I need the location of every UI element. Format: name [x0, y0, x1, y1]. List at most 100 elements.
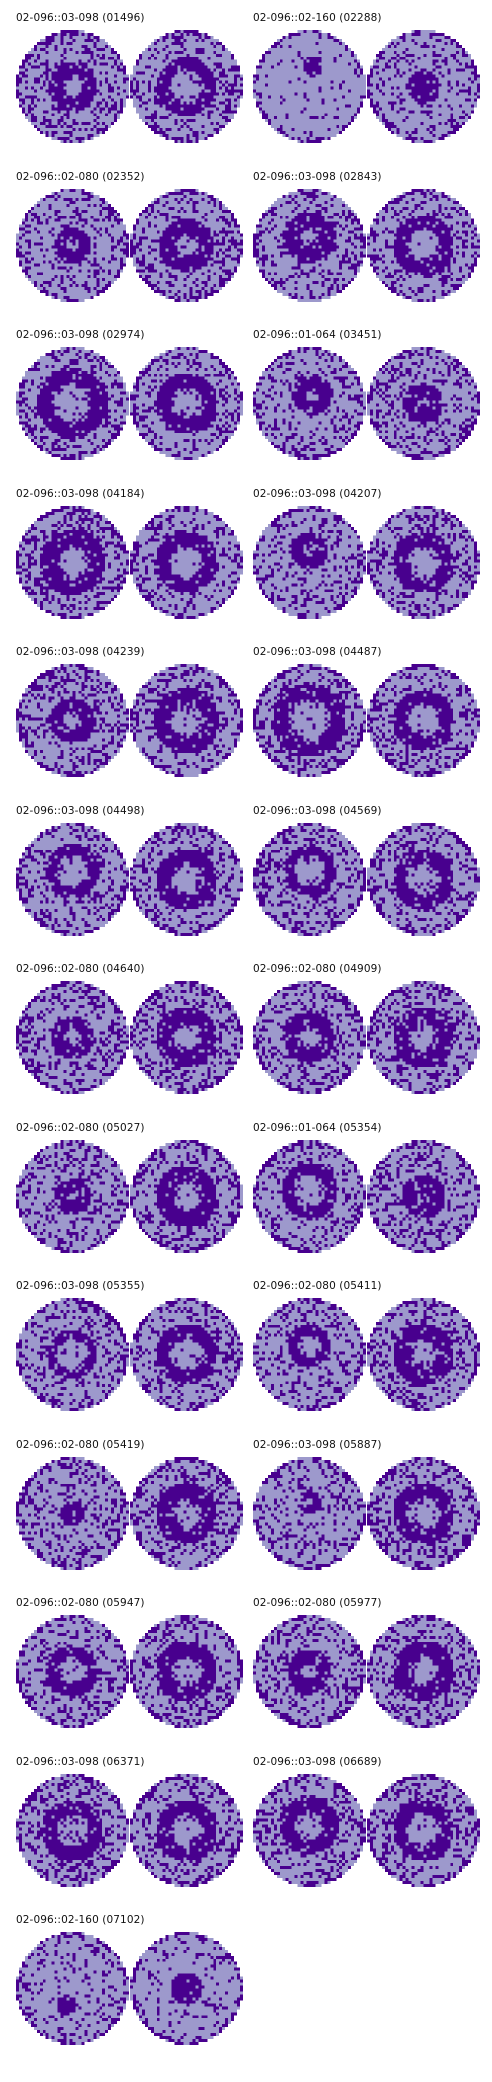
wafer-map-right: [367, 664, 480, 777]
wafer-map-canvas: [130, 347, 243, 460]
wafer-map-left: [16, 347, 129, 460]
wafer-map-canvas: [367, 1298, 480, 1411]
wafer-pair: 02-096::02-080 (04640): [0, 951, 243, 1099]
wafer-map-left: [16, 981, 129, 1094]
wafer-map-canvas: [130, 1456, 243, 1570]
wafer-map-left: [253, 1298, 366, 1411]
wafer-map-right: [130, 981, 243, 1094]
wafer-map-canvas: [130, 1932, 243, 2045]
wafer-map-canvas: [367, 1773, 480, 1887]
wafer-map-canvas: [16, 1139, 129, 1253]
wafer-map-left: [16, 505, 129, 619]
wafer-map-canvas: [367, 664, 480, 777]
wafer-pair-label: 02-096::03-098 (04207): [253, 487, 382, 500]
wafer-pair: 02-096::02-080 (05027): [0, 1110, 243, 1258]
wafer-pair: 02-096::02-080 (05947): [0, 1585, 243, 1733]
wafer-pair: 02-096::03-098 (01496): [0, 0, 243, 148]
wafer-map-canvas: [16, 30, 129, 143]
wafer-map-left: [253, 30, 366, 143]
wafer-map-right: [130, 1298, 243, 1411]
wafer-pair: 02-096::02-160 (07102): [0, 1902, 243, 2050]
wafer-pair-label: 02-096::02-160 (02288): [253, 12, 382, 24]
wafer-map-left: [253, 981, 366, 1094]
wafer-map-right: [130, 822, 243, 936]
wafer-pair-label: 02-096::02-080 (04909): [253, 963, 382, 975]
wafer-map-right: [367, 1139, 480, 1253]
wafer-map-canvas: [130, 30, 243, 143]
wafer-pair-label: 02-096::03-098 (04239): [16, 646, 145, 658]
wafer-pair: 02-096::03-098 (06371): [0, 1744, 243, 1892]
wafer-map-canvas: [16, 1298, 129, 1411]
wafer-map-left: [253, 347, 366, 460]
wafer-map-left: [253, 664, 366, 777]
wafer-map-canvas: [253, 505, 366, 619]
wafer-map-canvas: [16, 981, 129, 1094]
wafer-map-canvas: [16, 505, 129, 619]
wafer-map-right: [367, 1456, 480, 1570]
wafer-map-canvas: [253, 1456, 366, 1570]
wafer-pair: 02-096::02-160 (02288): [237, 0, 480, 148]
wafer-map-canvas: [130, 822, 243, 936]
wafer-map-canvas: [253, 1615, 366, 1728]
wafer-pair: 02-096::03-098 (02843): [237, 159, 480, 307]
wafer-map-canvas: [253, 1773, 366, 1887]
wafer-map-canvas: [253, 30, 366, 143]
wafer-map-right: [130, 30, 243, 143]
wafer-map-canvas: [367, 347, 480, 460]
wafer-map-right: [130, 347, 243, 460]
wafer-map-left: [253, 1456, 366, 1570]
wafer-pair-label: 02-096::01-064 (05354): [253, 1121, 382, 1134]
wafer-pair-label: 02-096::02-080 (04640): [16, 963, 145, 975]
wafer-pair-label: 02-096::02-080 (05947): [16, 1597, 145, 1609]
wafer-map-canvas: [16, 822, 129, 936]
wafer-pair-label: 02-096::02-080 (02352): [16, 170, 145, 183]
wafer-map-canvas: [253, 664, 366, 777]
wafer-map-canvas: [130, 664, 243, 777]
wafer-map-left: [16, 1932, 129, 2045]
wafer-map-left: [253, 505, 366, 619]
wafer-pair-label: 02-096::01-064 (03451): [253, 329, 382, 341]
wafer-pair-label: 02-096::03-098 (02843): [253, 170, 382, 183]
wafer-map-canvas: [16, 347, 129, 460]
wafer-pair: 02-096::01-064 (05354): [237, 1110, 480, 1258]
wafer-map-right: [367, 1615, 480, 1728]
wafer-map-right: [130, 1139, 243, 1253]
wafer-pair: 02-096::02-080 (05419): [0, 1427, 243, 1575]
wafer-map-left: [16, 188, 129, 302]
wafer-map-left: [16, 1298, 129, 1411]
wafer-map-canvas: [16, 188, 129, 302]
wafer-pair: 02-096::03-098 (04487): [237, 634, 480, 782]
wafer-map-canvas: [367, 505, 480, 619]
wafer-map-right: [130, 664, 243, 777]
wafer-map-left: [253, 1773, 366, 1887]
wafer-map-canvas: [130, 188, 243, 302]
wafer-map-right: [367, 188, 480, 302]
wafer-map-canvas: [367, 188, 480, 302]
wafer-map-right: [367, 822, 480, 936]
wafer-pair: 02-096::03-098 (04498): [0, 793, 243, 941]
wafer-pair-label: 02-096::02-160 (07102): [16, 1914, 145, 1926]
wafer-map-left: [253, 1139, 366, 1253]
wafer-map-canvas: [367, 981, 480, 1094]
wafer-pair: 02-096::03-098 (02974): [0, 317, 243, 465]
wafer-pair: 02-096::03-098 (05355): [0, 1268, 243, 1416]
wafer-pair-label: 02-096::03-098 (06371): [16, 1755, 145, 1768]
wafer-map-right: [367, 981, 480, 1094]
wafer-pair-label: 02-096::02-080 (05027): [16, 1121, 145, 1134]
wafer-map-canvas: [367, 1139, 480, 1253]
wafer-map-left: [253, 1615, 366, 1728]
wafer-pair: 02-096::03-098 (04184): [0, 476, 243, 624]
wafer-pair: 02-096::03-098 (05887): [237, 1427, 480, 1575]
wafer-map-canvas: [130, 505, 243, 619]
wafer-map-canvas: [16, 1932, 129, 2045]
wafer-pair-label: 02-096::03-098 (01496): [16, 12, 145, 24]
wafer-map-left: [253, 822, 366, 936]
wafer-pair-label: 02-096::03-098 (05887): [253, 1438, 382, 1451]
wafer-map-canvas: [367, 1456, 480, 1570]
wafer-pair: 02-096::02-080 (05977): [237, 1585, 480, 1733]
wafer-map-right: [367, 30, 480, 143]
wafer-map-canvas: [16, 1456, 129, 1570]
wafer-map-left: [16, 664, 129, 777]
wafer-pair-label: 02-096::03-098 (06689): [253, 1755, 382, 1768]
